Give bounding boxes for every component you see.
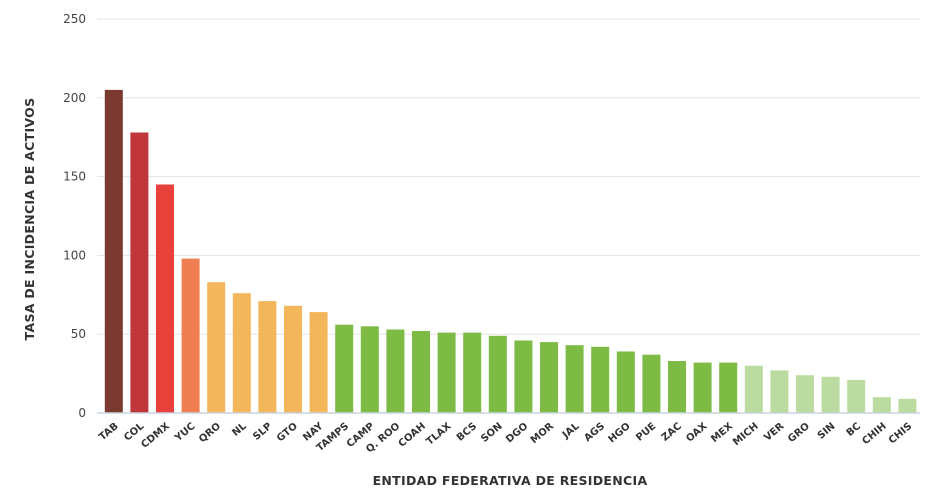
gridlines: [97, 18, 920, 335]
y-axis-ticks: 0 50 100 150 200 250: [63, 12, 86, 420]
bar-pue: [642, 354, 661, 413]
bar-yuc: [181, 258, 200, 413]
y-tick-label: 200: [63, 91, 86, 105]
bar-slp: [258, 301, 277, 413]
bar-tlax: [437, 332, 456, 413]
bar-col: [130, 132, 149, 413]
x-tick-label: HGO: [606, 421, 632, 446]
bar-ver: [770, 370, 789, 413]
bar-nay: [309, 312, 328, 413]
y-tick-label: 150: [63, 170, 86, 184]
x-axis-title: ENTIDAD FEDERATIVA DE RESIDENCIA: [373, 473, 648, 488]
bar-qro: [207, 282, 226, 413]
x-tick-label: YUC: [172, 421, 197, 445]
bar-jal: [565, 345, 584, 413]
bar-bcs: [463, 332, 482, 413]
bar-q-roo: [386, 329, 405, 413]
bar-cdmx: [156, 184, 174, 413]
y-axis-title: TASA DE INCIDENCIA DE ACTIVOS: [22, 98, 37, 341]
bar-dgo: [514, 340, 533, 413]
x-tick-label: JAL: [560, 420, 582, 441]
x-tick-label: AGS: [582, 421, 607, 444]
bar-camp: [360, 326, 379, 413]
bar-mex: [719, 362, 738, 413]
x-tick-label: VER: [762, 421, 786, 444]
x-tick-label: CDMX: [139, 421, 172, 451]
x-tick-label: MOR: [529, 421, 556, 446]
bar-mich: [744, 365, 763, 413]
bar-gro: [796, 375, 814, 413]
bar-zac: [668, 361, 686, 413]
bar-mor: [540, 342, 558, 413]
bar-nl: [232, 293, 251, 413]
bar-chis: [898, 398, 917, 413]
x-tick-label: PUE: [634, 421, 658, 444]
bar-son: [488, 335, 507, 413]
bar-chih: [872, 397, 891, 413]
bar-gto: [284, 305, 302, 413]
x-tick-label: OAX: [684, 421, 709, 445]
y-tick-label: 250: [63, 12, 86, 26]
x-tick-label: TLAX: [425, 421, 454, 448]
x-tick-label: CHIH: [860, 421, 888, 447]
x-tick-label: SLP: [251, 421, 274, 443]
bar-coah: [412, 331, 430, 413]
bar-tamps: [335, 324, 354, 413]
x-tick-label: TAB: [97, 421, 120, 443]
x-tick-label: NL: [230, 420, 249, 438]
bars: [104, 89, 917, 414]
bar-tab: [104, 89, 123, 414]
x-tick-label: MICH: [731, 421, 761, 448]
bar-hgo: [616, 351, 635, 413]
x-tick-label: SIN: [816, 421, 838, 442]
y-tick-label: 50: [71, 327, 86, 341]
x-tick-label: BCS: [455, 421, 479, 444]
x-tick-label: COAH: [397, 421, 428, 450]
bar-sin: [821, 376, 840, 413]
y-tick-label: 0: [78, 406, 86, 420]
bar-bc: [847, 379, 866, 413]
bar-oax: [693, 362, 712, 413]
x-tick-label: GTO: [275, 421, 300, 444]
x-tick-label: BC: [845, 421, 864, 439]
y-tick-label: 100: [63, 248, 86, 262]
bar-ags: [591, 346, 610, 413]
x-tick-label: GRO: [786, 421, 812, 445]
x-tick-label: CHIS: [887, 421, 914, 447]
x-tick-label: DGO: [504, 421, 530, 446]
x-tick-label: ZAC: [660, 421, 684, 444]
x-tick-label: SON: [479, 421, 505, 445]
x-tick-label: QRO: [197, 421, 223, 445]
